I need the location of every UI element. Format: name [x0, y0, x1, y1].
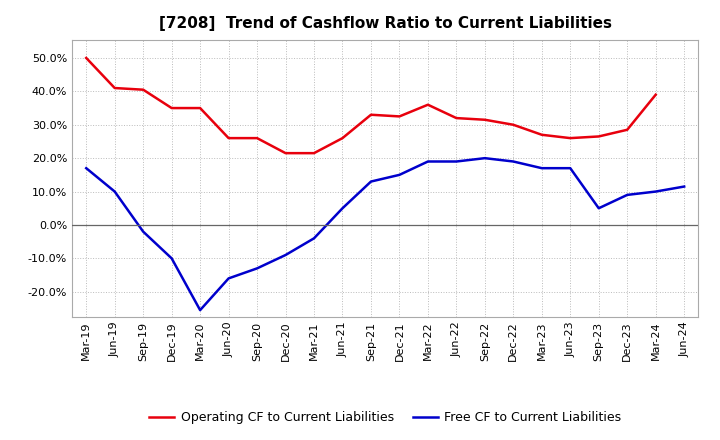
Free CF to Current Liabilities — [537, 165, 546, 171]
Operating CF to Current Liabilities — [167, 106, 176, 111]
Operating CF to Current Liabilities — [110, 85, 119, 91]
Operating CF to Current Liabilities — [366, 112, 375, 117]
Line: Operating CF to Current Liabilities: Operating CF to Current Liabilities — [86, 58, 656, 153]
Free CF to Current Liabilities — [566, 165, 575, 171]
Operating CF to Current Liabilities — [452, 115, 461, 121]
Operating CF to Current Liabilities — [509, 122, 518, 128]
Free CF to Current Liabilities — [680, 184, 688, 189]
Operating CF to Current Liabilities — [652, 92, 660, 97]
Operating CF to Current Liabilities — [480, 117, 489, 122]
Title: [7208]  Trend of Cashflow Ratio to Current Liabilities: [7208] Trend of Cashflow Ratio to Curren… — [158, 16, 612, 32]
Free CF to Current Liabilities — [366, 179, 375, 184]
Free CF to Current Liabilities — [509, 159, 518, 164]
Operating CF to Current Liabilities — [253, 136, 261, 141]
Free CF to Current Liabilities — [82, 165, 91, 171]
Operating CF to Current Liabilities — [82, 55, 91, 61]
Free CF to Current Liabilities — [395, 172, 404, 177]
Operating CF to Current Liabilities — [338, 136, 347, 141]
Free CF to Current Liabilities — [480, 155, 489, 161]
Free CF to Current Liabilities — [253, 266, 261, 271]
Free CF to Current Liabilities — [110, 189, 119, 194]
Operating CF to Current Liabilities — [196, 106, 204, 111]
Operating CF to Current Liabilities — [537, 132, 546, 137]
Free CF to Current Liabilities — [452, 159, 461, 164]
Operating CF to Current Liabilities — [423, 102, 432, 107]
Free CF to Current Liabilities — [310, 236, 318, 241]
Operating CF to Current Liabilities — [139, 87, 148, 92]
Free CF to Current Liabilities — [595, 205, 603, 211]
Legend: Operating CF to Current Liabilities, Free CF to Current Liabilities: Operating CF to Current Liabilities, Fre… — [145, 406, 626, 429]
Line: Free CF to Current Liabilities: Free CF to Current Liabilities — [86, 158, 684, 310]
Free CF to Current Liabilities — [225, 276, 233, 281]
Operating CF to Current Liabilities — [282, 150, 290, 156]
Operating CF to Current Liabilities — [595, 134, 603, 139]
Operating CF to Current Liabilities — [566, 136, 575, 141]
Free CF to Current Liabilities — [196, 308, 204, 313]
Free CF to Current Liabilities — [167, 256, 176, 261]
Operating CF to Current Liabilities — [310, 150, 318, 156]
Operating CF to Current Liabilities — [623, 127, 631, 132]
Free CF to Current Liabilities — [338, 205, 347, 211]
Free CF to Current Liabilities — [652, 189, 660, 194]
Free CF to Current Liabilities — [423, 159, 432, 164]
Operating CF to Current Liabilities — [395, 114, 404, 119]
Free CF to Current Liabilities — [623, 192, 631, 198]
Free CF to Current Liabilities — [139, 229, 148, 234]
Free CF to Current Liabilities — [282, 253, 290, 258]
Operating CF to Current Liabilities — [225, 136, 233, 141]
